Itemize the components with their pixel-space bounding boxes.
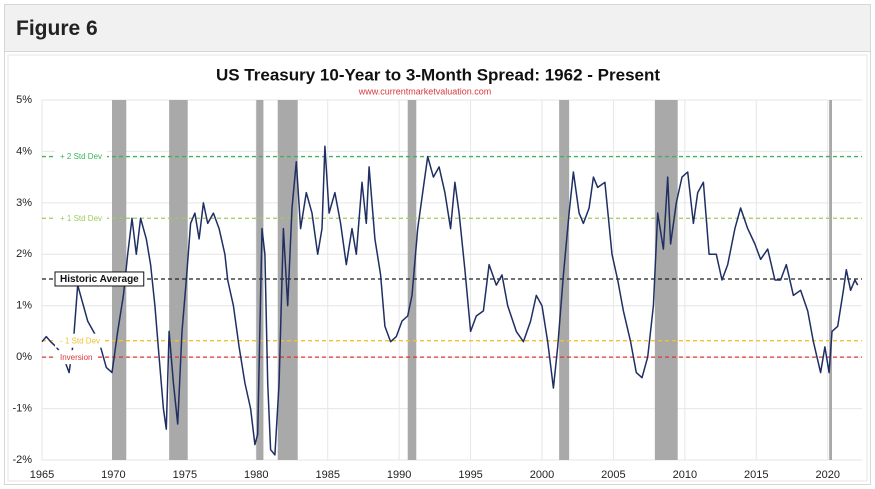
reference-label-box	[54, 271, 145, 287]
recession-band	[654, 100, 678, 460]
y-tick-label: 0%	[16, 351, 32, 363]
y-tick-label: 1%	[16, 300, 32, 312]
x-tick-label: 2015	[744, 469, 768, 481]
y-tick-label: 3%	[16, 197, 32, 209]
reference-label: + 1 Std Dev	[60, 214, 102, 223]
recession-band	[169, 100, 188, 460]
chart-subtitle: www.currentmarketvaluation.com	[358, 86, 492, 96]
reference-label: Inversion	[60, 353, 92, 362]
y-tick-label: 5%	[16, 94, 32, 106]
x-tick-label: 1990	[387, 469, 411, 481]
x-tick-label: 1965	[30, 469, 54, 481]
reference-label-box	[55, 333, 106, 348]
y-tick-label: 2%	[16, 248, 32, 260]
x-tick-label: 1980	[244, 469, 268, 481]
y-tick-label: -2%	[12, 454, 32, 466]
figure-label: Figure 6	[5, 5, 870, 52]
recession-band	[559, 100, 570, 460]
recession-band	[407, 100, 417, 460]
chart-frame	[7, 54, 868, 482]
x-tick-label: 1975	[173, 469, 197, 481]
chart-title: US Treasury 10-Year to 3-Month Spread: 1…	[216, 65, 660, 84]
x-tick-label: 1970	[101, 469, 125, 481]
x-tick-label: 2005	[601, 469, 625, 481]
reference-label-box	[55, 211, 108, 226]
reference-label-box	[55, 149, 108, 164]
recession-band	[829, 100, 832, 460]
y-tick-label: -1%	[12, 402, 32, 414]
spread-line	[41, 145, 859, 456]
reference-label-box	[55, 350, 98, 365]
reference-label: Historic Average	[60, 274, 139, 285]
reference-label: + 2 Std Dev	[60, 152, 102, 161]
recession-band	[256, 100, 264, 460]
x-tick-label: 1985	[315, 469, 339, 481]
x-tick-label: 1995	[458, 469, 482, 481]
recession-band	[277, 100, 298, 460]
reference-label: - 1 Std Dev	[60, 336, 100, 345]
y-tick-label: 4%	[16, 145, 32, 157]
x-tick-label: 2020	[815, 469, 839, 481]
card: Figure 6	[4, 4, 871, 485]
x-tick-label: 2010	[673, 469, 697, 481]
x-tick-label: 2000	[530, 469, 554, 481]
